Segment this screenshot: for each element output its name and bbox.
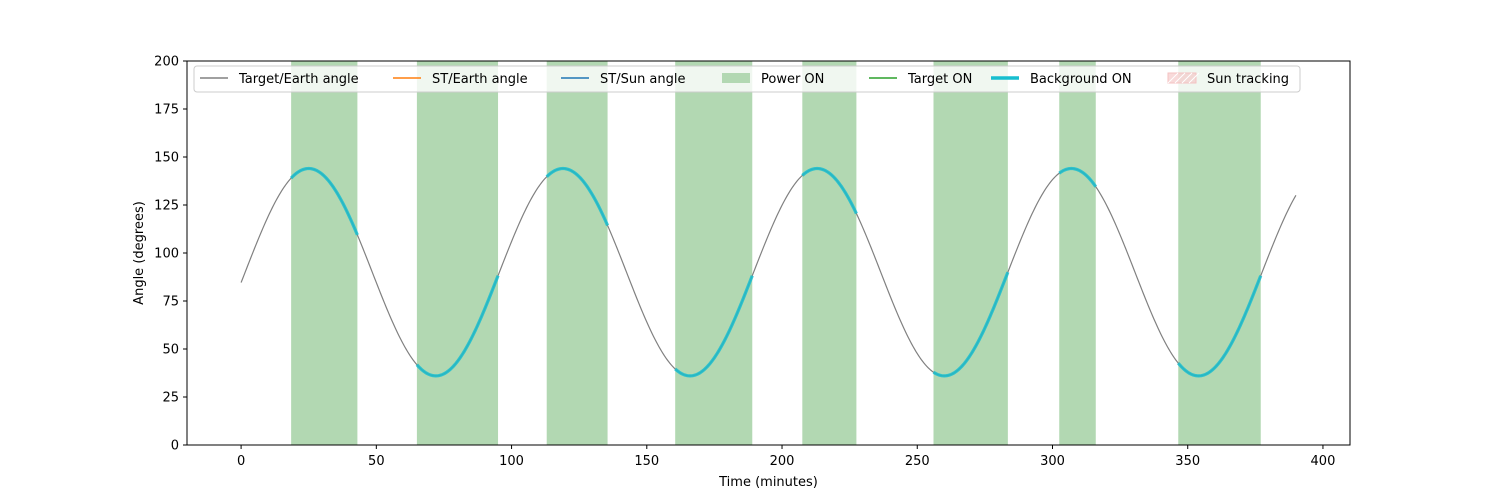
- series-layer: [240, 166, 1297, 378]
- legend-label: Background ON: [1030, 72, 1132, 87]
- legend-item: Sun tracking: [1167, 72, 1289, 87]
- background-on-segment: [1058, 166, 1098, 188]
- power-on-band: [933, 61, 1008, 445]
- x-tick-label: 200: [770, 454, 795, 469]
- y-axis: 0 25 50 75 100 125 150 175 200: [154, 55, 187, 454]
- axes-frame: [186, 60, 1351, 446]
- legend-label: ST/Earth angle: [432, 72, 528, 87]
- power-on-band: [802, 61, 857, 445]
- power-on-band: [291, 61, 358, 445]
- power-on-bands: [291, 61, 1261, 445]
- legend-item: ST/Sun angle: [561, 72, 686, 87]
- background-on-segment: [289, 166, 359, 236]
- y-tick-label: 175: [154, 103, 179, 118]
- legend-item: Target ON: [869, 72, 972, 87]
- power-on-band: [1059, 61, 1096, 445]
- legend-hatch-line: [1167, 72, 1179, 84]
- x-axis: 0 50 100 150 200 250 300 350 400: [237, 445, 1335, 469]
- power-on-band: [1178, 61, 1261, 445]
- background-on-segment: [801, 166, 858, 215]
- y-tick-label: 125: [154, 199, 179, 214]
- power-on-band: [416, 61, 499, 445]
- legend-item: Background ON: [991, 72, 1132, 87]
- legend-hatch-line: [1181, 72, 1193, 84]
- legend: Target/Earth angle ST/Earth angle ST/Sun a…: [193, 65, 1301, 93]
- legend-label: Power ON: [761, 72, 824, 87]
- x-tick-label: 400: [1311, 454, 1336, 469]
- legend-swatch: [722, 73, 750, 83]
- background-on-segment: [1177, 275, 1263, 378]
- legend-hatch-line: [1174, 72, 1186, 84]
- background-on-segment: [932, 271, 1010, 378]
- background-on-segment: [674, 275, 754, 378]
- y-axis-label: Angle (degrees): [132, 201, 147, 305]
- y-tick-label: 150: [154, 151, 179, 166]
- legend-item: ST/Earth angle: [393, 72, 528, 87]
- legend-swatch: [1167, 72, 1197, 84]
- y-tick-label: 0: [171, 439, 179, 454]
- y-tick-label: 75: [162, 295, 179, 310]
- target-earth-angle-line: [240, 167, 1297, 377]
- legend-label: Sun tracking: [1207, 72, 1289, 87]
- y-tick-label: 50: [162, 343, 179, 358]
- power-on-band: [546, 61, 608, 445]
- x-tick-label: 50: [368, 454, 385, 469]
- legend-hatch-line: [1188, 72, 1200, 84]
- power-on-band: [675, 61, 753, 445]
- y-tick-label: 100: [154, 247, 179, 262]
- x-axis-label: Time (minutes): [718, 475, 818, 490]
- background-on-segment: [545, 166, 610, 227]
- y-tick-label: 25: [162, 391, 179, 406]
- legend-label: ST/Sun angle: [600, 72, 686, 87]
- y-tick-label: 200: [154, 55, 179, 70]
- x-tick-label: 0: [237, 454, 245, 469]
- background-on-segment: [415, 275, 500, 378]
- x-tick-label: 100: [499, 454, 524, 469]
- legend-label: Target/Earth angle: [238, 72, 359, 87]
- legend-label: Target ON: [907, 72, 972, 87]
- x-tick-label: 150: [634, 454, 659, 469]
- x-tick-label: 300: [1040, 454, 1065, 469]
- legend-item: Target/Earth angle: [200, 72, 359, 87]
- legend-item: Power ON: [722, 72, 824, 87]
- x-tick-label: 250: [905, 454, 930, 469]
- x-tick-label: 350: [1175, 454, 1200, 469]
